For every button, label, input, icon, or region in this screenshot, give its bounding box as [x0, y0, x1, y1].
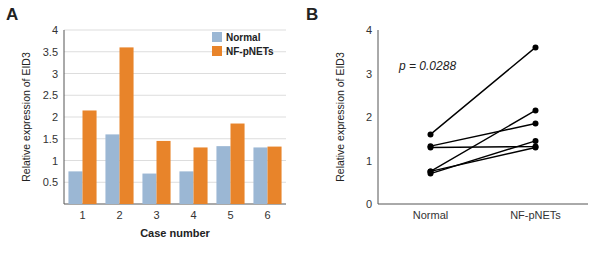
grid-line [64, 95, 286, 96]
panel-label: B [306, 5, 318, 24]
y-tick-label: 2 [52, 111, 58, 123]
y-axis-label: Relative expression of EID3 [334, 52, 346, 182]
x-tick-label: 5 [227, 209, 233, 221]
y-axis: 0 1 2 3 4 [366, 24, 372, 210]
grid-line [64, 138, 286, 139]
legend-label: Normal [226, 32, 261, 43]
y-tick-label: 1 [366, 155, 372, 167]
point [428, 168, 434, 174]
y-axis-line [378, 30, 379, 204]
annotation: p = 0.0288 [398, 59, 456, 73]
x-tick-label: Normal [413, 209, 448, 221]
y-tick-label: 4 [52, 24, 58, 36]
grid-line [64, 117, 286, 118]
x-tick-label: 6 [264, 209, 270, 221]
point [533, 44, 539, 50]
line [431, 141, 536, 174]
bar [179, 171, 193, 204]
grid-line [64, 160, 286, 161]
y-tick-label: 0 [366, 198, 372, 210]
bar [83, 110, 97, 204]
bar [216, 146, 230, 204]
y-tick-label: 4 [366, 24, 372, 36]
page: {"chart_data": [ {"type": "bar", "title"… [0, 0, 600, 258]
legend: Normal NF-pNETs [212, 32, 274, 57]
x-tick-label: 4 [190, 209, 196, 221]
y-axis-label: Relative expression of EID3 [20, 52, 32, 182]
bar [194, 147, 208, 204]
point [533, 144, 539, 150]
line [431, 124, 536, 147]
point [533, 138, 539, 144]
y-tick-label: 0.5 [43, 176, 58, 188]
legend-swatch [212, 32, 222, 42]
bar [120, 47, 134, 204]
figure: A 0.5 1 1.5 2 2.5 3 3.5 4 1 2 3 4 5 6 Relative expressi… [0, 0, 600, 258]
y-tick-label: 1 [52, 155, 58, 167]
y-tick-label: 1.5 [43, 133, 58, 145]
y-tick-label: 3 [52, 68, 58, 80]
point [428, 144, 434, 150]
bar [157, 141, 171, 204]
x-axis-label: Case number [140, 227, 210, 239]
legend-swatch [212, 46, 222, 56]
grid-line [64, 30, 286, 31]
x-tick-label: 1 [79, 209, 85, 221]
x-tick-label: 2 [116, 209, 122, 221]
x-axis-line [378, 204, 588, 205]
line [431, 147, 536, 171]
bar [105, 134, 119, 204]
bar [268, 147, 282, 204]
point [533, 144, 539, 150]
x-tick-label: NF-pNETs [510, 209, 561, 221]
y-axis-line [64, 30, 65, 204]
y-tick-label: 3 [366, 68, 372, 80]
panel: A 0.5 1 1.5 2 2.5 3 3.5 4 1 2 3 4 5 6 Relative expressi… [6, 5, 286, 239]
bar [231, 124, 245, 204]
bar [253, 147, 267, 204]
x-tick-label: 3 [153, 209, 159, 221]
panel: B 0 1 2 3 4 Normal NF-pNETs Relative expression … [306, 5, 588, 221]
panel-label: A [6, 5, 18, 24]
line [431, 146, 536, 148]
marks [68, 47, 281, 204]
y-tick-label: 2.5 [43, 89, 58, 101]
point [428, 131, 434, 137]
bar [142, 174, 156, 204]
grid-line [64, 73, 286, 74]
bar [68, 171, 82, 204]
point [533, 107, 539, 113]
y-tick-label: 3.5 [43, 46, 58, 58]
x-axis-line [64, 204, 286, 205]
legend-label: NF-pNETs [226, 46, 274, 57]
grid-line [64, 182, 286, 183]
line [431, 110, 536, 171]
y-tick-label: 2 [366, 111, 372, 123]
point [533, 121, 539, 127]
point [428, 168, 434, 174]
